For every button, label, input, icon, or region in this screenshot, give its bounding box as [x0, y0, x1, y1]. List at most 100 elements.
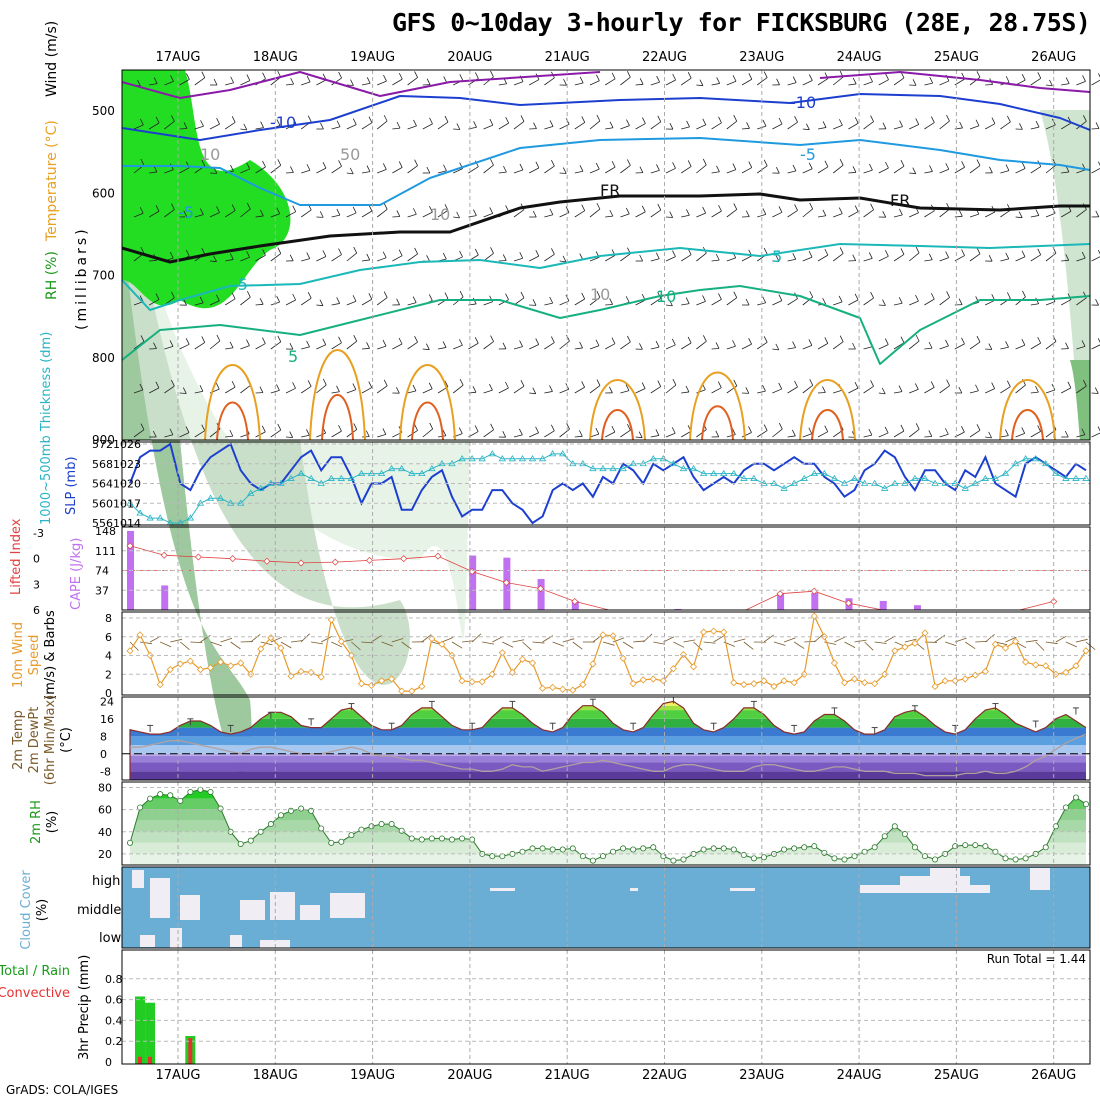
wind-barb	[1030, 303, 1039, 306]
temp-contour-15	[999, 379, 1056, 441]
rh-marker	[680, 856, 687, 863]
wind-barb-flag	[914, 383, 919, 390]
wind-barb-flag	[822, 121, 827, 128]
wind-barb-flag	[292, 382, 296, 389]
bottom-date-label: 23AUG	[739, 1068, 784, 1083]
rh-marker	[328, 839, 335, 846]
precip-ylabel-group: 3hr Precip (mm)	[77, 955, 92, 1060]
wind-barb	[589, 80, 600, 86]
wind-barb-flag	[763, 336, 768, 343]
wind-barb	[589, 208, 601, 218]
temp-ylabel: 2m Temp	[11, 710, 26, 770]
wind-barb	[604, 166, 616, 174]
surface-wind-barb	[633, 640, 646, 643]
cloud-level-label: high	[92, 874, 120, 889]
wind-barb-flag	[260, 121, 264, 128]
wind-barb-flag	[762, 296, 767, 303]
wind-barb	[544, 214, 553, 218]
wind-barb-flag	[579, 341, 583, 349]
wind-barb-flag	[609, 298, 613, 305]
wind-barb	[787, 170, 797, 174]
wind-barb	[1030, 391, 1039, 394]
wind-barb-flag	[763, 247, 768, 255]
lifted-index-marker	[126, 542, 134, 550]
wind-barb	[985, 299, 995, 306]
bottom-date-label: 22AUG	[642, 1068, 687, 1083]
wind-barb-flag	[702, 295, 706, 302]
wind-barb-flag	[976, 71, 981, 78]
wind-speed-marker	[418, 682, 426, 691]
wind-barb	[376, 297, 388, 306]
wind-barb-flag	[656, 75, 660, 83]
wind-barb	[270, 429, 282, 438]
rh-marker	[972, 842, 979, 849]
wind-barb-flag	[338, 71, 342, 79]
rh-marker	[871, 844, 878, 851]
wind-barb	[148, 210, 160, 218]
wind-speed-marker	[357, 680, 366, 688]
top-date-label: 17AUG	[155, 50, 200, 65]
wind-barb	[331, 77, 342, 86]
wind-barb	[1091, 167, 1100, 174]
wind-barb	[513, 385, 525, 394]
wind-barb-flag	[549, 385, 553, 392]
surface-wind-barb	[562, 638, 575, 643]
cape-y-tick: 148	[95, 525, 116, 538]
precip-convective-bar	[148, 1056, 153, 1064]
wind-barb	[802, 80, 813, 86]
wind-speed-marker	[861, 679, 869, 687]
wind-barb	[544, 253, 555, 262]
wind-barb-flag	[322, 338, 327, 345]
wind-speed-marker	[1001, 644, 1010, 652]
cape-y-tick: 74	[95, 565, 109, 578]
wind-barb-flag	[581, 116, 586, 123]
rh-marker	[277, 812, 284, 819]
wind-barb-flag	[426, 255, 430, 262]
wind-barb	[148, 122, 160, 130]
wind-barb	[848, 171, 856, 174]
wind-barb-flag	[185, 426, 190, 433]
wind-barb-flag	[426, 78, 431, 85]
wind-barb	[635, 299, 646, 306]
surface-wind-barb	[381, 641, 393, 647]
wind-barb	[529, 344, 539, 350]
wind-barb-flag	[946, 291, 950, 298]
wind-barb	[650, 81, 660, 86]
wind-barb	[1015, 344, 1026, 350]
wind-ylabel: 10m Wind	[11, 622, 26, 688]
wind-barb-flag	[745, 387, 750, 394]
wind-barb-flag	[687, 336, 692, 344]
wind-barb-flag	[961, 337, 965, 345]
surface-wind-barb	[602, 641, 615, 646]
rh-ylabel: (%)	[45, 811, 60, 834]
rh-marker	[408, 835, 415, 842]
surface-wind-barb	[944, 641, 957, 647]
rh-marker	[720, 845, 727, 852]
wind-speed-marker	[830, 659, 838, 667]
wind-barb-flag	[396, 298, 400, 306]
wind-barb-flag	[609, 209, 614, 217]
temp-contour-15	[399, 364, 456, 441]
wind-barb-flag	[1005, 164, 1010, 171]
wind-barb-flag	[808, 74, 813, 81]
rh-marker	[1042, 844, 1049, 851]
wind-barb-flag	[715, 342, 720, 349]
thickness-marker	[911, 474, 919, 481]
wind-barb-flag	[775, 255, 780, 262]
wind-barb-flag	[809, 290, 814, 298]
wind-barb	[878, 167, 889, 174]
wind-barb-flag	[276, 207, 281, 214]
wind-barb-flag	[928, 253, 933, 260]
wind-barb	[650, 297, 662, 306]
wind-barb-flag	[443, 76, 448, 83]
wind-barb	[316, 167, 327, 174]
wind-barb-flag	[183, 298, 187, 306]
wind-barb-flag	[444, 380, 449, 388]
wind-speed-marker	[257, 645, 265, 653]
wind-barb-flag	[885, 250, 889, 257]
wind-barb	[741, 343, 752, 350]
wind-barb	[863, 209, 874, 218]
wind-speed-marker	[1072, 662, 1080, 670]
wind-barb	[513, 209, 525, 218]
wind-barb-flag	[459, 339, 463, 346]
